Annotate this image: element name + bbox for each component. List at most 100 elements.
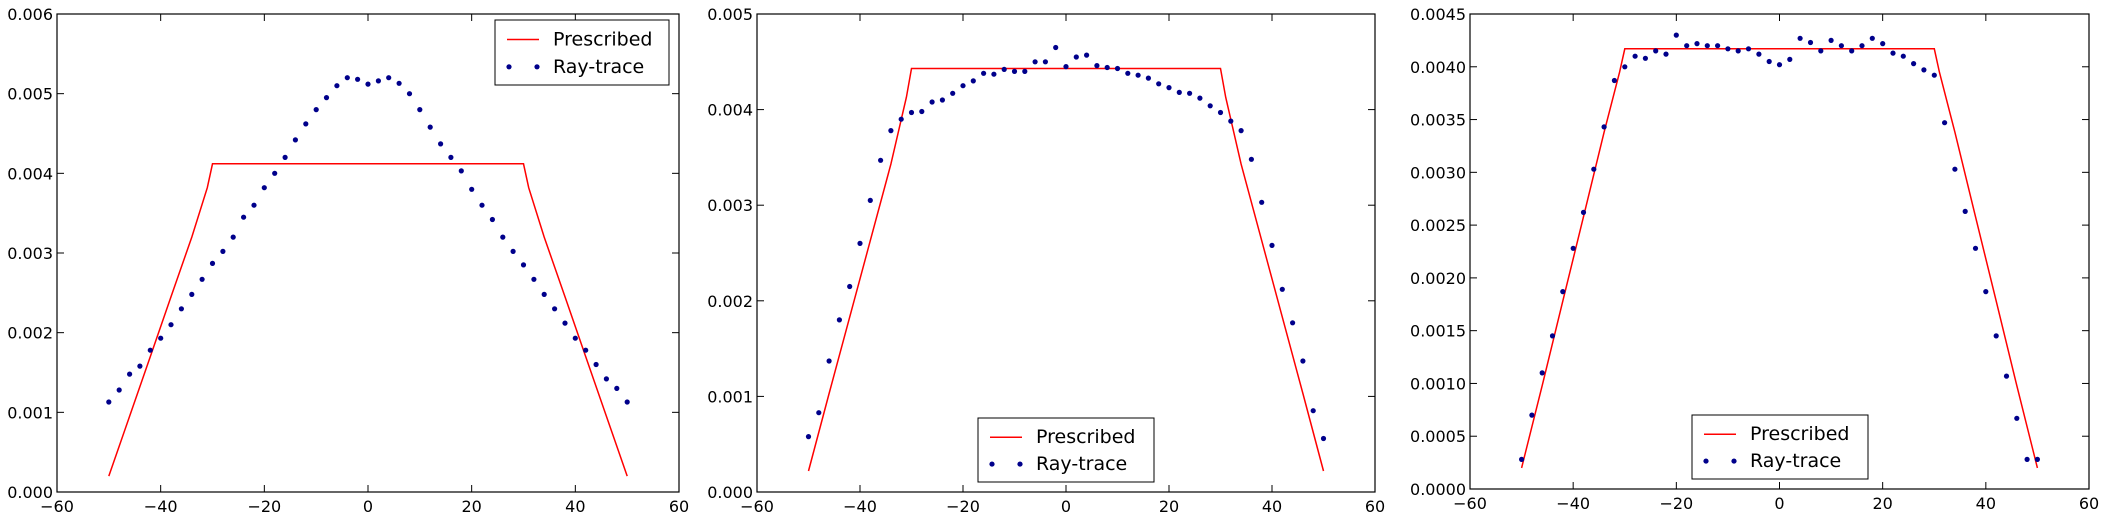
chart-2: −60 −40 −20 0 20 40 60 0.000 0.001 0.002 0.003 0.00… bbox=[707, 5, 1385, 514]
y-tick-label: 0.0030 bbox=[1410, 163, 1466, 182]
series-raytrace-point bbox=[1114, 65, 1121, 72]
series-raytrace-point bbox=[469, 186, 475, 192]
series-raytrace-point bbox=[816, 410, 822, 416]
x-tick-label: 20 bbox=[1159, 497, 1179, 514]
legend-label-prescribed: Prescribed bbox=[1036, 426, 1135, 448]
x-tick-label: −20 bbox=[1659, 494, 1693, 513]
series-raytrace-point bbox=[272, 170, 278, 176]
series-raytrace-point bbox=[898, 116, 904, 122]
series-raytrace-point bbox=[375, 78, 381, 84]
x-tick-label: −40 bbox=[1556, 494, 1590, 513]
series-raytrace-point bbox=[991, 71, 997, 77]
series-raytrace-point bbox=[1972, 245, 1979, 251]
y-tick-label: 0.0015 bbox=[1410, 322, 1466, 341]
y-tick-label: 0.0035 bbox=[1410, 111, 1466, 130]
legend-swatch-raytrace bbox=[989, 461, 995, 467]
series-raytrace-point bbox=[929, 99, 935, 105]
series-raytrace-point bbox=[1931, 72, 1937, 78]
series-raytrace-point bbox=[1310, 408, 1316, 414]
legend-label-raytrace: Ray-trace bbox=[1036, 453, 1127, 475]
legend-swatch-raytrace bbox=[534, 64, 540, 70]
series-raytrace-point bbox=[805, 434, 812, 440]
series-raytrace-point bbox=[1663, 51, 1669, 57]
legend-swatch-raytrace bbox=[1017, 461, 1023, 467]
x-tick-label: −40 bbox=[843, 497, 877, 514]
legend-label-raytrace: Ray-trace bbox=[553, 56, 644, 78]
series-raytrace-point bbox=[1653, 48, 1659, 54]
legend-box bbox=[977, 417, 1155, 483]
series-raytrace-point bbox=[147, 347, 153, 353]
x-tick-label: 20 bbox=[461, 497, 481, 514]
y-tick-label: 0.000 bbox=[707, 483, 753, 502]
x-tick-label: 60 bbox=[1365, 497, 1385, 514]
series-raytrace-point bbox=[888, 128, 894, 134]
series-raytrace-point bbox=[323, 95, 330, 101]
y-tick-label: 0.005 bbox=[707, 5, 753, 24]
series-raytrace-point bbox=[1238, 128, 1244, 134]
series-raytrace-point bbox=[836, 317, 843, 323]
series-raytrace-point bbox=[1022, 68, 1028, 74]
series-raytrace-point bbox=[1166, 85, 1172, 91]
series-raytrace-point bbox=[1952, 166, 1958, 172]
series-raytrace-point bbox=[826, 358, 832, 364]
x-tick-label: −60 bbox=[740, 497, 774, 514]
series-raytrace-point bbox=[970, 78, 976, 84]
series-raytrace-point bbox=[867, 197, 873, 203]
series-raytrace-point bbox=[1290, 320, 1296, 326]
series-raytrace-point bbox=[417, 107, 423, 113]
series-raytrace-point bbox=[1859, 43, 1865, 49]
series-raytrace-point bbox=[1032, 59, 1038, 65]
series-raytrace-point bbox=[1145, 75, 1151, 81]
series-raytrace-point bbox=[603, 376, 610, 382]
series-raytrace-point bbox=[261, 185, 267, 191]
series-raytrace-point bbox=[116, 387, 122, 393]
series-raytrace-point bbox=[1084, 52, 1090, 58]
series-raytrace-point bbox=[1993, 333, 1999, 339]
series-raytrace-point bbox=[396, 80, 402, 86]
series-raytrace-point bbox=[520, 262, 527, 268]
series-raytrace-point bbox=[365, 81, 371, 87]
series-raytrace-point bbox=[624, 399, 630, 405]
series-raytrace-point bbox=[1207, 103, 1213, 109]
series-raytrace-point bbox=[1104, 64, 1110, 71]
x-tick-label: 0 bbox=[1774, 494, 1784, 513]
y-tick-label: 0.006 bbox=[7, 5, 53, 24]
y-tick-label: 0.0020 bbox=[1410, 269, 1466, 288]
y-tick-label: 0.001 bbox=[707, 387, 753, 406]
x-tick-label: 0 bbox=[363, 497, 373, 514]
legend-label-prescribed: Prescribed bbox=[553, 29, 652, 51]
y-tick-label: 0.0010 bbox=[1410, 374, 1466, 393]
series-prescribed-line bbox=[1520, 48, 2039, 469]
series-raytrace-point bbox=[1900, 53, 1906, 59]
series-raytrace-point bbox=[438, 141, 444, 147]
y-tick-label: 0.004 bbox=[7, 164, 53, 183]
series-raytrace-point bbox=[572, 335, 578, 341]
y-tick-label: 0.000 bbox=[7, 483, 53, 502]
x-tick-label: 0 bbox=[1061, 497, 1071, 514]
series-raytrace-point bbox=[479, 202, 485, 208]
series-raytrace-point bbox=[531, 276, 537, 282]
plot-area bbox=[56, 13, 680, 493]
plot-area bbox=[1469, 13, 2090, 490]
series-raytrace-point bbox=[1217, 109, 1224, 116]
series-raytrace-point bbox=[1320, 435, 1327, 442]
legend: Prescribed Ray-trace bbox=[977, 417, 1155, 483]
y-tick-label: 0.0000 bbox=[1410, 480, 1466, 499]
series-raytrace-point bbox=[137, 363, 143, 369]
series-raytrace-point bbox=[209, 260, 216, 266]
series-raytrace-point bbox=[1715, 43, 1721, 49]
legend-box bbox=[494, 19, 670, 86]
series-raytrace-point bbox=[1684, 43, 1690, 49]
y-tick-label: 0.001 bbox=[7, 403, 53, 422]
x-tick-label: −60 bbox=[40, 497, 74, 514]
series-raytrace-point bbox=[313, 107, 319, 113]
series-raytrace-point bbox=[593, 361, 599, 368]
series-raytrace-point bbox=[489, 216, 495, 223]
legend-swatch-raytrace bbox=[506, 64, 512, 70]
series-raytrace-point bbox=[1704, 43, 1710, 49]
series-raytrace-point bbox=[1063, 64, 1069, 70]
x-tick-label: 20 bbox=[1872, 494, 1892, 513]
series-raytrace-point bbox=[1921, 67, 1927, 73]
series-raytrace-point bbox=[303, 121, 309, 127]
series-raytrace-point bbox=[908, 109, 915, 116]
